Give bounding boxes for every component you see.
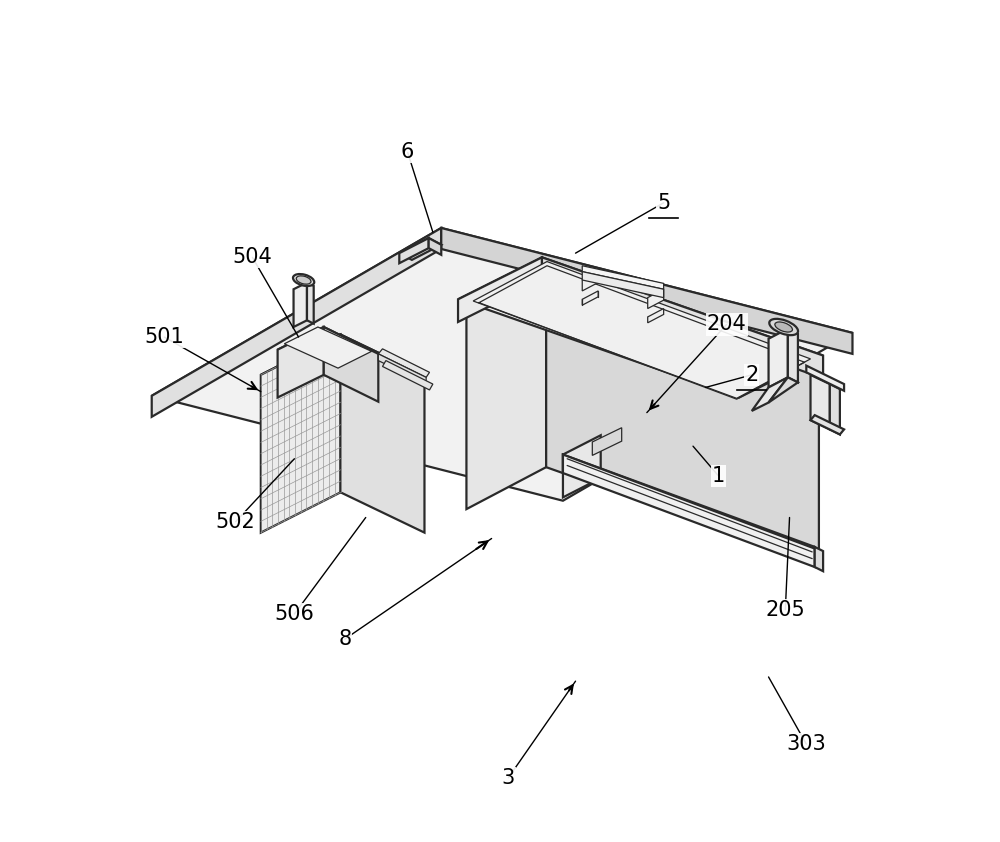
Text: 6: 6 — [401, 142, 414, 163]
Polygon shape — [458, 258, 823, 397]
Polygon shape — [261, 334, 341, 533]
Text: 3: 3 — [502, 768, 515, 787]
Polygon shape — [458, 258, 542, 322]
Text: 205: 205 — [765, 600, 805, 620]
Text: 1: 1 — [712, 466, 725, 486]
Polygon shape — [563, 435, 601, 498]
Polygon shape — [429, 238, 441, 255]
Text: 501: 501 — [144, 327, 184, 347]
Text: 504: 504 — [233, 248, 272, 268]
Polygon shape — [466, 262, 819, 400]
Polygon shape — [546, 262, 819, 563]
Text: 204: 204 — [707, 315, 746, 334]
Text: 2: 2 — [745, 365, 758, 385]
Polygon shape — [152, 228, 441, 417]
Polygon shape — [278, 327, 324, 397]
Polygon shape — [378, 354, 426, 384]
Polygon shape — [341, 334, 424, 533]
Polygon shape — [307, 283, 314, 323]
Polygon shape — [648, 290, 664, 308]
Polygon shape — [324, 327, 378, 402]
Polygon shape — [788, 328, 798, 382]
Polygon shape — [294, 283, 307, 327]
Polygon shape — [811, 375, 830, 429]
Polygon shape — [582, 291, 598, 305]
Polygon shape — [830, 384, 840, 434]
Polygon shape — [378, 349, 430, 377]
Polygon shape — [383, 360, 433, 390]
Ellipse shape — [769, 319, 798, 335]
Polygon shape — [769, 377, 798, 402]
Polygon shape — [542, 258, 823, 378]
Polygon shape — [563, 455, 815, 567]
Polygon shape — [648, 308, 664, 322]
Polygon shape — [261, 334, 424, 415]
Text: 5: 5 — [657, 193, 670, 213]
Polygon shape — [582, 266, 664, 290]
Polygon shape — [284, 327, 372, 368]
Text: 8: 8 — [338, 629, 351, 649]
Polygon shape — [399, 238, 441, 260]
Ellipse shape — [775, 322, 792, 332]
Polygon shape — [811, 415, 844, 434]
Polygon shape — [399, 238, 429, 264]
Polygon shape — [582, 272, 598, 291]
Polygon shape — [592, 428, 622, 456]
Text: 506: 506 — [274, 604, 314, 624]
Polygon shape — [473, 262, 811, 398]
Polygon shape — [815, 547, 823, 571]
Polygon shape — [466, 262, 546, 509]
Polygon shape — [806, 365, 844, 391]
Polygon shape — [769, 328, 788, 387]
Text: 502: 502 — [216, 512, 256, 531]
Polygon shape — [563, 455, 815, 563]
Polygon shape — [582, 272, 664, 297]
Polygon shape — [152, 228, 852, 501]
Text: 303: 303 — [786, 734, 826, 754]
Polygon shape — [752, 377, 788, 411]
Polygon shape — [441, 228, 852, 354]
Ellipse shape — [293, 274, 314, 286]
Polygon shape — [278, 327, 378, 376]
Ellipse shape — [296, 276, 311, 284]
